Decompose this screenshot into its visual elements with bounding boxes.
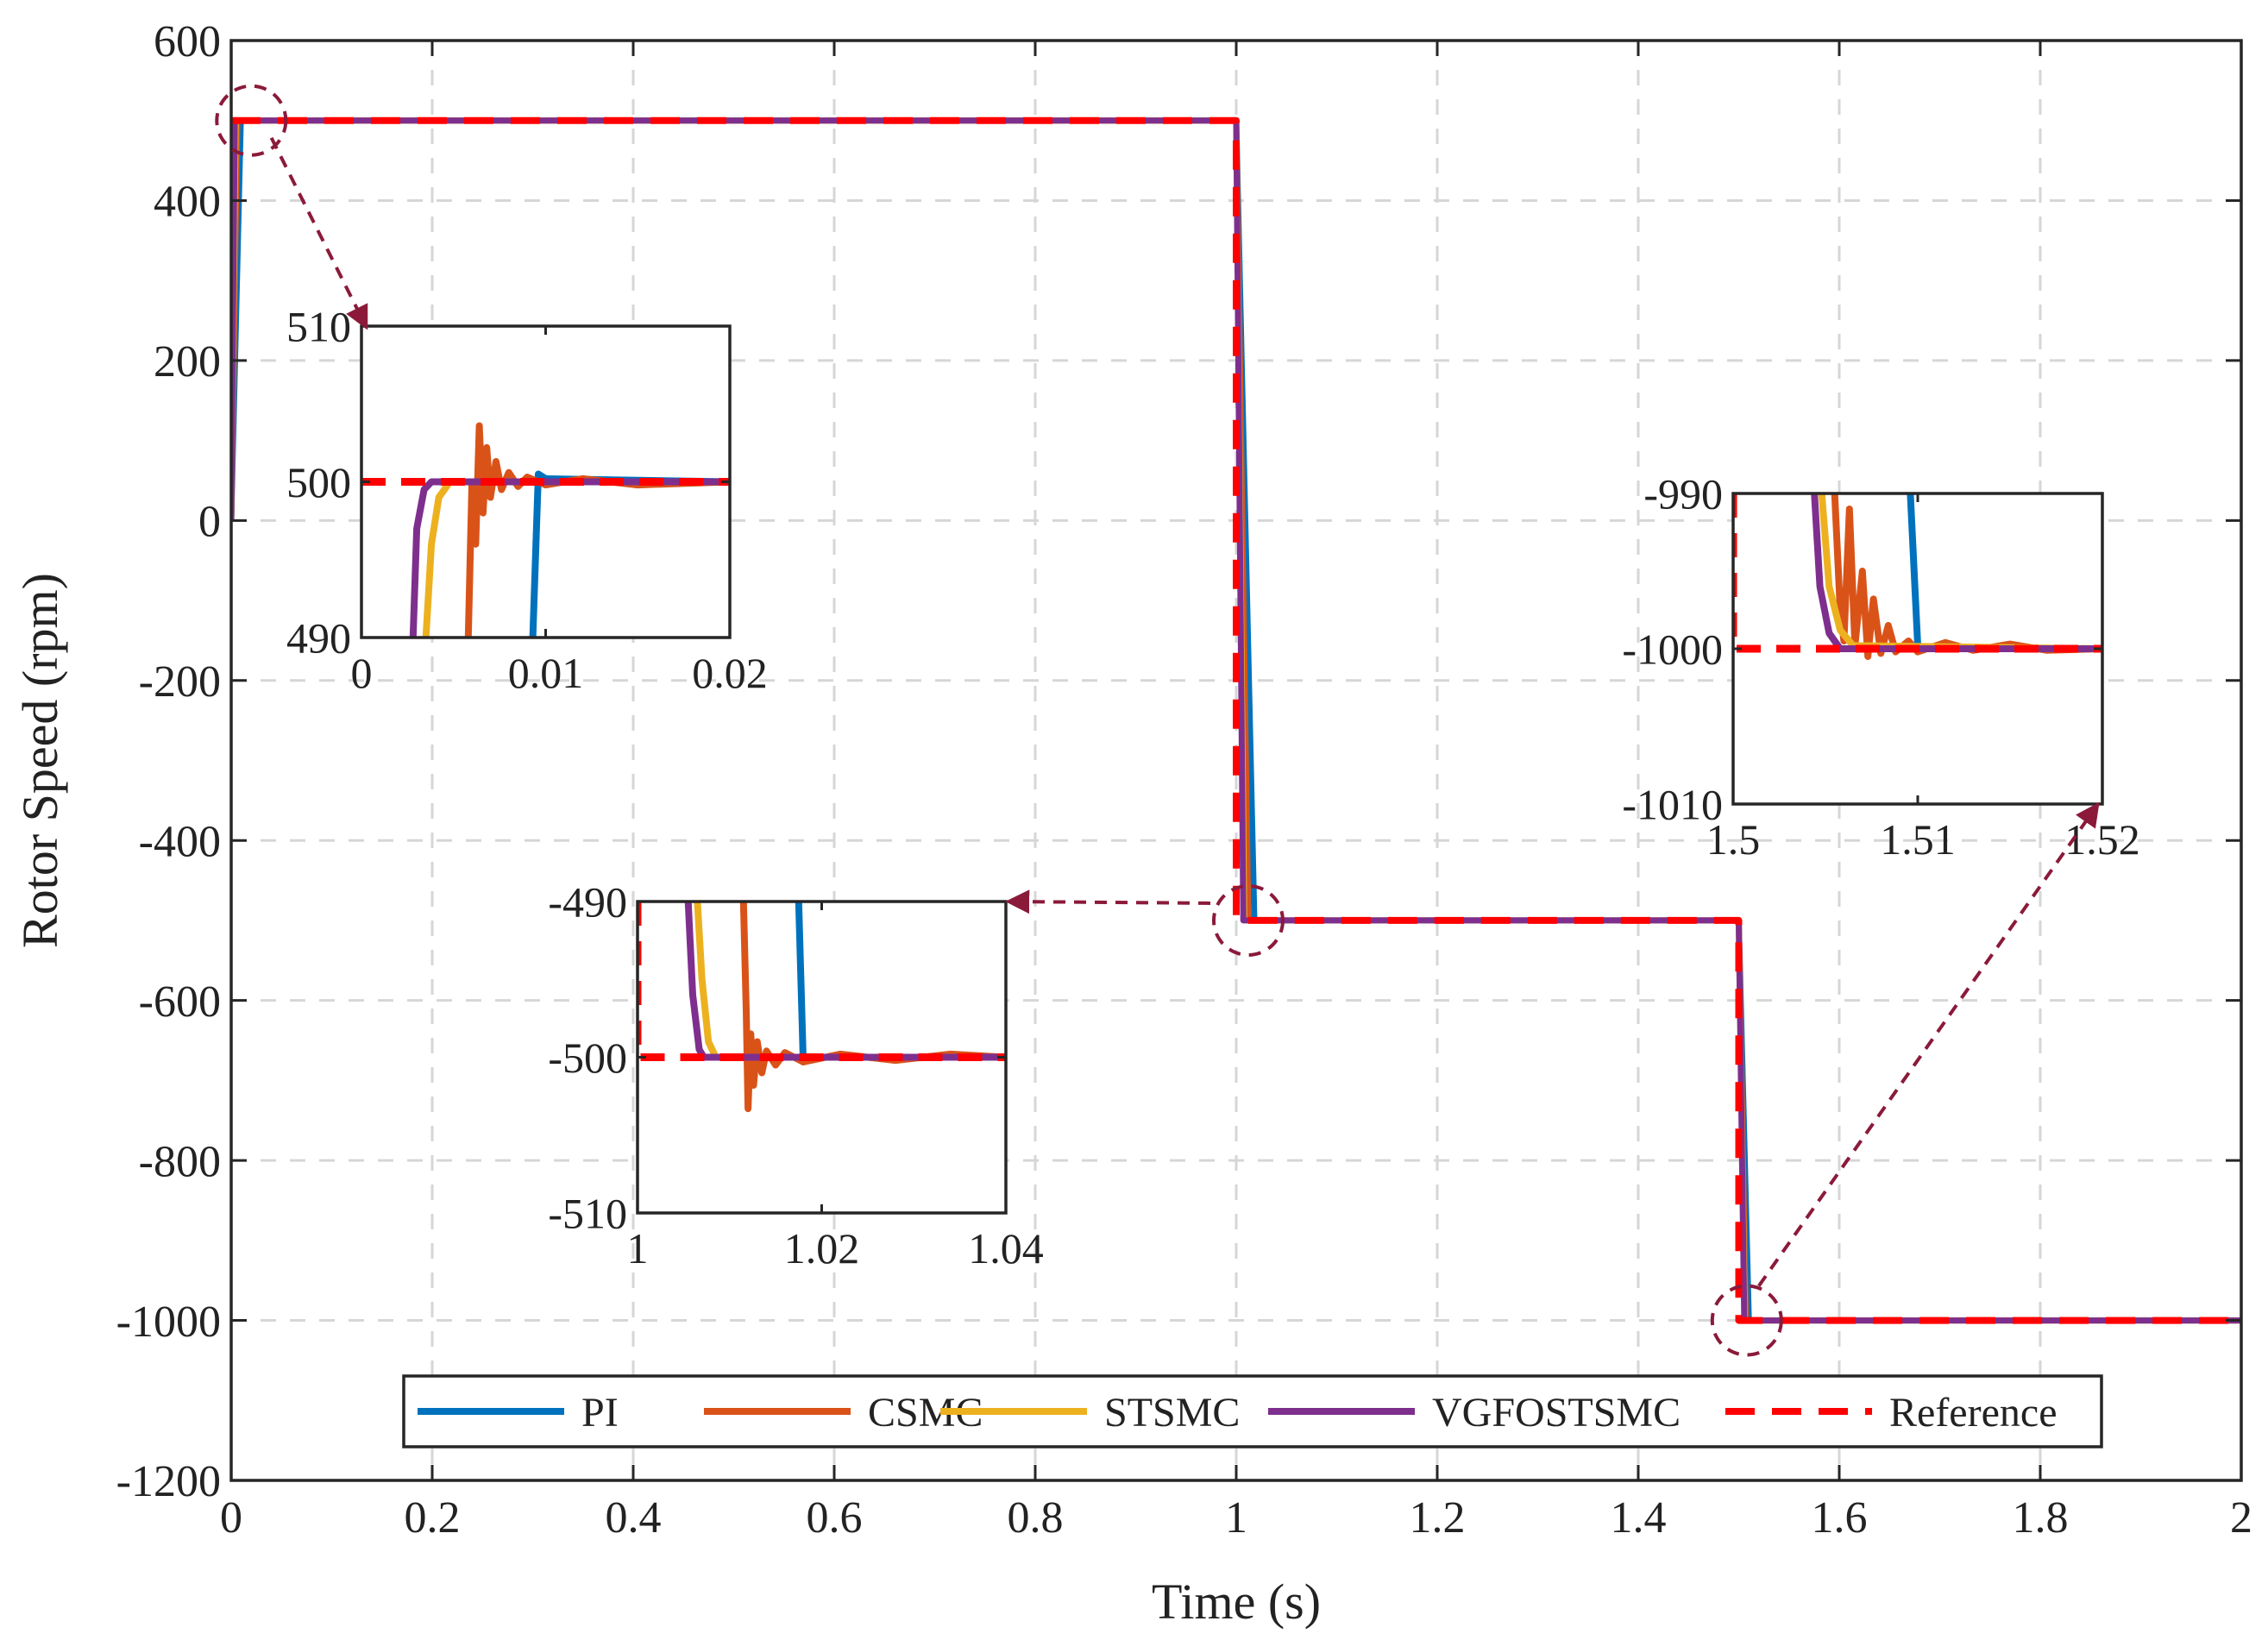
series-line-reference (231, 116, 2241, 1324)
x-tick-label: 0 (351, 649, 373, 697)
inset1-ticks: 0 0.01 0.02 510 500 490 (286, 303, 768, 698)
x-tick-label: 1.04 (968, 1224, 1044, 1272)
y-tick-label: -500 (548, 1034, 627, 1082)
legend: PI CSMC STSMC VGFOSTSMC Reference (402, 1374, 2103, 1448)
y-tick-label: -200 (139, 657, 221, 707)
legend-label-stsmc: STSMC (1104, 1390, 1240, 1436)
x-tick-label: 1.5 (1706, 815, 1761, 864)
inset2-ticks: 1 1.02 1.04 -490 -500 -510 (548, 878, 1043, 1273)
zoom-ellipse-step-final (1710, 1284, 1783, 1357)
series-line-vgfostsmc (1811, 493, 2102, 652)
y-tick-label: -1200 (116, 1457, 221, 1506)
inset2-axes: 1 1.02 1.04 -490 -500 -510 (548, 878, 1043, 1273)
main-series (231, 116, 2241, 1324)
y-tick-label: 200 (154, 337, 221, 386)
x-tick-label: 1 (627, 1224, 649, 1272)
y-tick-label: -800 (139, 1137, 221, 1186)
x-axis-label: Time (s) (1152, 1574, 1321, 1630)
inset2-series (638, 901, 1007, 1113)
legend-label-reference: Reference (1889, 1390, 2058, 1436)
y-tick-label: -1010 (1622, 781, 1723, 829)
inset1-axes: 0 0.01 0.02 510 500 490 (286, 303, 768, 698)
series-line-reference (1733, 493, 2102, 653)
x-tick-label: 0.2 (405, 1493, 461, 1543)
x-tick-label: 1.2 (1410, 1493, 1466, 1543)
y-tick-label: 510 (286, 303, 351, 351)
series-line-reference (638, 902, 1006, 1061)
x-tick-label: 1 (1225, 1493, 1247, 1543)
x-tick-label: 0.01 (508, 649, 584, 697)
zoom-annotations (215, 84, 2100, 1357)
x-tick-label: 0.8 (1008, 1493, 1064, 1543)
y-tick-label: -490 (548, 878, 627, 927)
zoom-arrow-inset2 (1005, 889, 1211, 914)
inset3-axes: 1.5 1.51 1.52 -990 -1000 -1010 (1622, 470, 2139, 864)
legend-label-vgfostsmc: VGFOSTSMC (1432, 1390, 1681, 1436)
x-tick-label: 0 (220, 1493, 242, 1543)
x-tick-label: 1.51 (1880, 815, 1956, 864)
x-tick-label: 1.52 (2064, 815, 2140, 864)
y-tick-label: -990 (1643, 470, 1723, 518)
y-tick-label: -400 (139, 817, 221, 866)
zoom-arrow-inset1 (269, 136, 368, 330)
zoom-arrow-inset3 (1757, 801, 2100, 1287)
x-tick-label: 2 (2230, 1493, 2252, 1543)
y-axis-label: Rotor Speed (rpm) (12, 573, 68, 948)
inset3-ticks: 1.5 1.51 1.52 -990 -1000 -1010 (1622, 470, 2139, 864)
y-tick-label: 400 (154, 178, 221, 227)
y-tick-label: -510 (548, 1190, 627, 1238)
y-tick-label: -600 (139, 977, 221, 1027)
x-tick-label: 0.4 (606, 1493, 662, 1543)
main-ticks: 0 0.2 0.4 0.6 0.8 1 1.2 1.4 1.6 1.8 2 600 400 200 0 -20… (116, 17, 2252, 1543)
legend-label-pi: PI (581, 1390, 619, 1436)
x-tick-label: 0.02 (692, 649, 768, 697)
x-tick-label: 1.4 (1611, 1493, 1667, 1543)
x-tick-label: 1.6 (1812, 1493, 1868, 1543)
x-tick-label: 0.6 (807, 1493, 863, 1543)
x-tick-label: 1.02 (784, 1224, 860, 1272)
zoom-ellipse-step-down (1211, 883, 1285, 957)
y-tick-label: 490 (286, 614, 351, 663)
y-tick-label: -1000 (1622, 625, 1723, 674)
inset3-series (1733, 493, 2103, 660)
y-tick-label: -1000 (116, 1298, 221, 1347)
inset1-series (361, 422, 731, 638)
y-tick-label: 600 (154, 17, 221, 66)
y-tick-label: 500 (286, 458, 351, 506)
y-tick-label: 0 (198, 498, 221, 547)
x-tick-label: 1.8 (2013, 1493, 2069, 1543)
zoom-ellipse-start (215, 84, 288, 157)
